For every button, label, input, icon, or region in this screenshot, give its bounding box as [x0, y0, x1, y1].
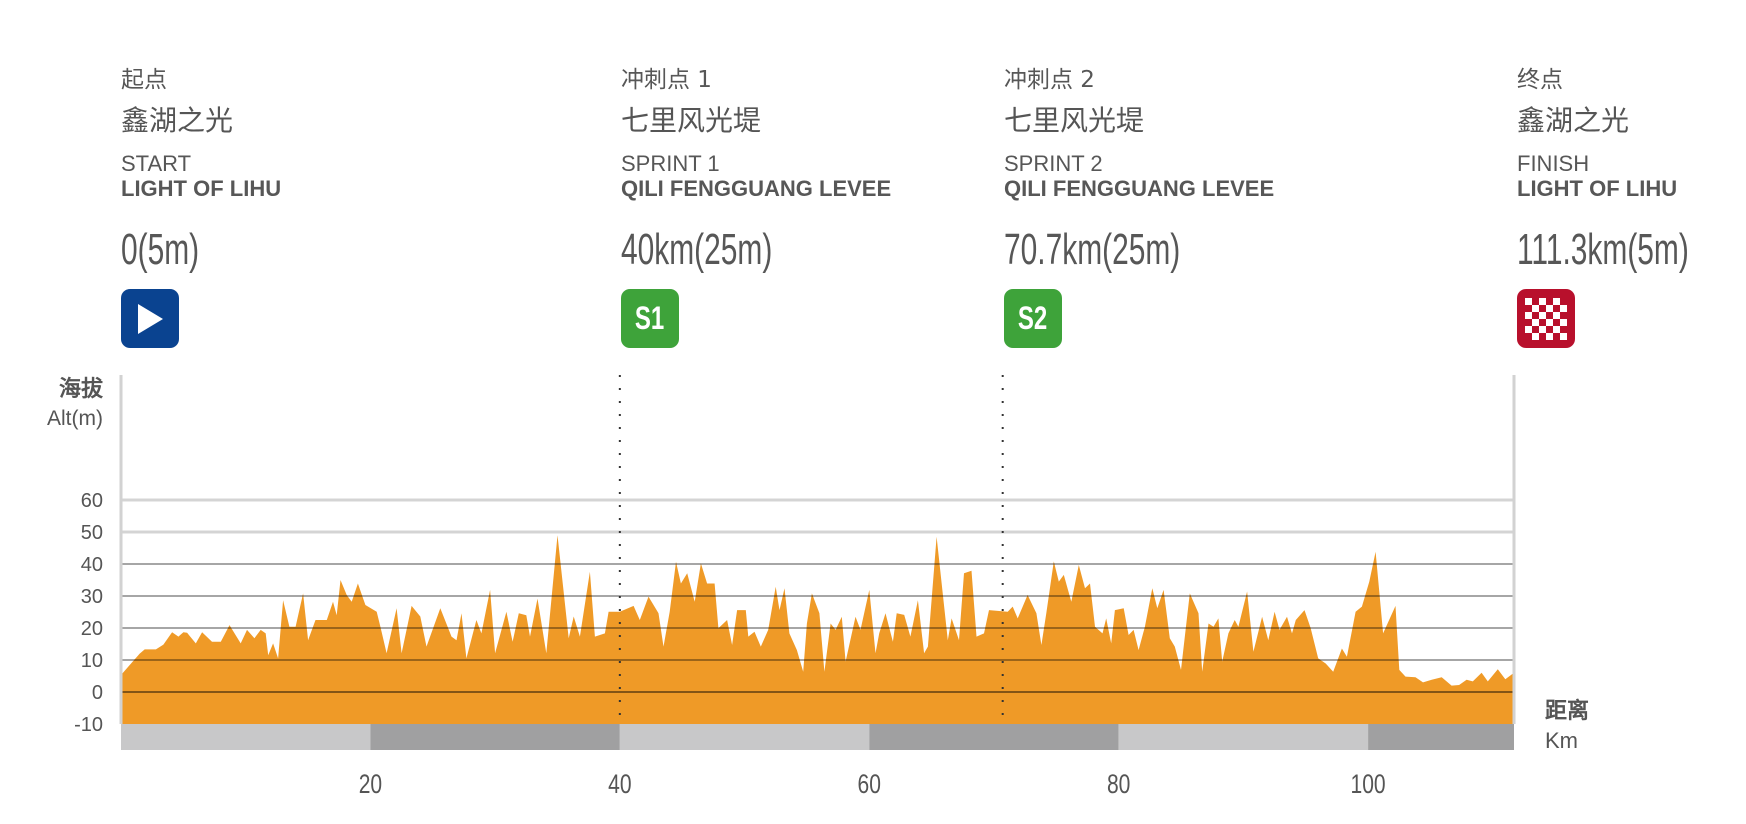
sprint-icon: S1 — [621, 289, 679, 348]
finish-point-info: 终点 鑫湖之光 FINISH LIGHT OF LIHU 111.3km(5m) — [1517, 66, 1746, 348]
y-axis-label: Alt(m) — [47, 407, 103, 430]
point-distance: 40km(25m) — [621, 225, 773, 274]
point-name-en: QILI FENGGUANG LEVEE — [621, 176, 892, 201]
point-type-en: SPRINT 1 — [621, 151, 720, 176]
point-name-en: LIGHT OF LIHU — [1517, 176, 1678, 201]
point-name-cn: 七里风光堤 — [1004, 104, 1145, 137]
finish-checkered-flag-icon — [1517, 289, 1575, 348]
point-type-en: SPRINT 2 — [1004, 151, 1103, 176]
point-name-cn: 鑫湖之光 — [121, 104, 234, 137]
point-name-cn: 七里风光堤 — [621, 104, 762, 137]
point-distance: 0(5m) — [121, 225, 200, 274]
sprint-icon: S2 — [1004, 289, 1062, 348]
y-axis-label-cn: 海拔 — [59, 376, 104, 401]
point-type-en: START — [121, 151, 192, 176]
x-axis-label-cn: 距离 — [1545, 698, 1589, 723]
distance-band — [1368, 724, 1514, 750]
point-distance: 70.7km(25m) — [1004, 225, 1181, 274]
elevation-area — [121, 535, 1514, 724]
distance-band — [869, 724, 1119, 750]
y-tick-label: 20 — [81, 618, 103, 640]
x-tick-label: 20 — [359, 770, 382, 800]
y-tick-label: 50 — [81, 522, 103, 544]
x-tick-label: 60 — [858, 770, 881, 800]
y-tick-label: 0 — [92, 682, 103, 704]
x-tick-label: 40 — [608, 770, 631, 800]
sprint-2-info: 冲刺点 2 七里风光堤 SPRINT 2 QILI FENGGUANG LEVE… — [1004, 66, 1274, 348]
sprint-1-info: 冲刺点 1 七里风光堤 SPRINT 1 QILI FENGGUANG LEVE… — [621, 66, 891, 348]
point-type-en: FINISH — [1517, 151, 1590, 176]
y-tick-label: 30 — [81, 586, 103, 608]
sprint-badge-label: S2 — [1018, 300, 1048, 336]
point-type-cn: 终点 — [1517, 67, 1563, 93]
y-tick-label: 60 — [81, 490, 103, 512]
distance-band — [1118, 724, 1369, 750]
x-tick-label: 80 — [1107, 770, 1130, 800]
y-tick-label: -10 — [74, 714, 103, 736]
x-axis-label: Km — [1545, 728, 1578, 753]
y-tick-label: 10 — [81, 650, 103, 672]
point-type-cn: 冲刺点 2 — [1004, 67, 1095, 93]
sprint-badge-label: S1 — [635, 300, 665, 336]
distance-band — [619, 724, 870, 750]
x-tick-label: 100 — [1351, 770, 1386, 800]
point-type-cn: 冲刺点 1 — [621, 67, 712, 93]
point-type-cn: 起点 — [121, 67, 167, 93]
distance-band — [121, 724, 371, 750]
point-name-en: LIGHT OF LIHU — [121, 176, 282, 201]
start-point-info: 起点 鑫湖之光 START LIGHT OF LIHU 0(5m) — [121, 66, 281, 348]
y-tick-label: 40 — [81, 554, 103, 576]
distance-band — [370, 724, 620, 750]
point-name-en: QILI FENGGUANG LEVEE — [1004, 176, 1275, 201]
point-distance: 111.3km(5m) — [1517, 225, 1689, 274]
start-flag-icon — [121, 289, 179, 348]
point-name-cn: 鑫湖之光 — [1517, 104, 1630, 137]
